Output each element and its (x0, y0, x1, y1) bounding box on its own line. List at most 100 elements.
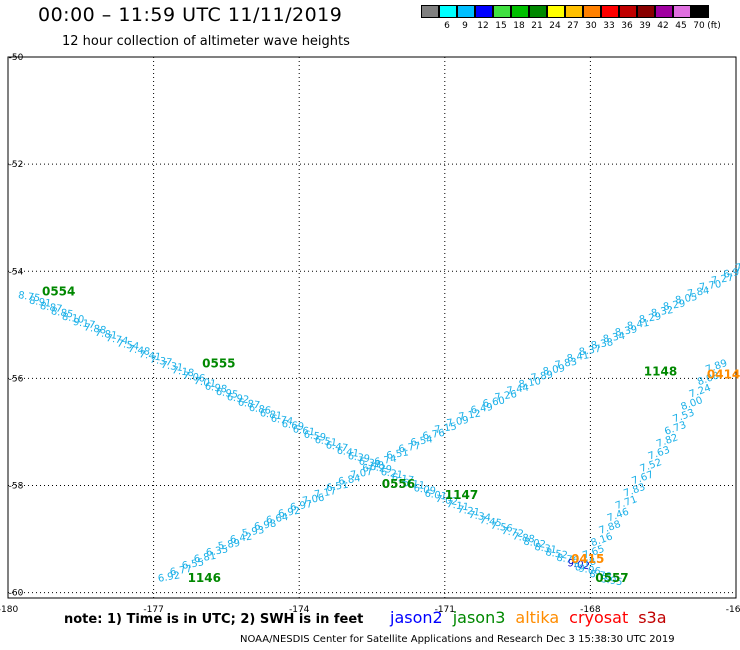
footer-note: note: 1) Time is in UTC; 2) SWH is in fe… (64, 612, 364, 627)
wave-height-label: 6.69 (281, 419, 305, 433)
legend-label: 9 (462, 21, 468, 31)
wave-height-label: 8.41 (566, 350, 590, 365)
pass-time-label: 0555 (202, 357, 235, 371)
wave-height-label: 6.17 (391, 472, 415, 486)
wave-height-label: 8.10 (61, 312, 85, 326)
wave-height-label: 8.10 (518, 376, 542, 391)
wave-height-label: 6.64 (265, 512, 289, 527)
wave-height-label: 6.11 (402, 478, 426, 492)
wave-height-label: 8.31 (534, 542, 558, 556)
legend-swatch (655, 5, 673, 18)
wave-height-label: 8.91 (28, 295, 52, 309)
legend-label: 24 (549, 21, 561, 31)
legend-swatch (529, 5, 547, 18)
legend-label: 30 (585, 21, 597, 31)
legend-label: 6 (444, 21, 450, 31)
wave-height-label: 8.32 (650, 305, 674, 320)
wave-height-label: 8.52 (545, 547, 569, 561)
wave-height-label: 6.97 (289, 499, 313, 514)
lon-tick-label: -171 (435, 605, 455, 615)
mission-jason3: jason3 (452, 608, 506, 627)
wave-height-label: 7.48 (127, 344, 151, 358)
wave-height-label: 6.09 (413, 483, 437, 497)
legend-swatch (619, 5, 637, 18)
wave-height-label: 7.89 (530, 370, 554, 385)
mission-altika: altika (515, 608, 560, 627)
legend-label: 15 (495, 21, 507, 31)
wave-height-label: 6.60 (482, 395, 506, 410)
lon-tick-label: -177 (143, 605, 163, 615)
legend-label: 21 (531, 21, 543, 31)
wave-height-label: 5.93 (241, 525, 265, 540)
wave-height-label: 6.76 (422, 428, 446, 443)
legend-swatch (421, 5, 439, 18)
lon-tick-label: -180 (0, 605, 18, 615)
credit-line: NOAA/NESDIS Center for Satellite Applica… (240, 634, 675, 645)
wave-height-label: 9.06 (578, 563, 602, 577)
wave-height-label: 7.09 (446, 415, 470, 430)
wave-height-label: 6.81 (259, 408, 283, 422)
wave-height-label: 8.78 (589, 569, 613, 583)
wave-height-label: 7.88 (512, 531, 536, 545)
lat-tick-label: -54 (9, 267, 24, 277)
wave-height-label: 7.31 (160, 360, 184, 374)
wave-height-label: 7.70 (699, 279, 723, 294)
wave-height-label: 6.47 (325, 440, 349, 454)
wave-height-label: 6.86 (248, 403, 272, 417)
legend-swatch (439, 5, 457, 18)
wave-height-label: 7.17 (313, 486, 337, 501)
wave-height-label: 9.17 (72, 317, 96, 331)
lat-tick-label: -58 (9, 482, 24, 492)
wave-height-label: 6.35 (205, 544, 229, 559)
wave-height-label: 7.15 (434, 421, 458, 436)
lon-tick-label: -168 (580, 605, 601, 615)
wave-height-label: 7.89 (735, 260, 740, 275)
wave-height-label: 6.81 (193, 551, 217, 566)
legend-swatch (493, 5, 511, 18)
wave-height-label: 7.11 (446, 499, 470, 513)
wave-height-label: 7.45 (479, 515, 503, 529)
wave-height-label: 6.54 (410, 434, 434, 449)
wave-height-label: 6.78 (362, 460, 386, 475)
wave-height-label: 9.02 (567, 558, 591, 572)
wave-height-label: 6.77 (398, 441, 422, 456)
legend-label: 39 (639, 21, 651, 31)
legend-swatch (475, 5, 493, 18)
legend-swatch (673, 5, 691, 18)
wave-height-label: 6.41 (336, 445, 360, 459)
wave-height-label: 6.31 (358, 456, 382, 470)
wave-height-label: 7.01 (193, 376, 217, 390)
wave-height-label: 8.09 (542, 363, 566, 378)
wave-height-label: 6.51 (314, 435, 338, 449)
page-subtitle: 12 hour collection of altimeter wave hei… (62, 34, 350, 49)
mission-cryosat: cryosat (569, 608, 629, 627)
wave-height-label: 6.84 (338, 473, 362, 488)
lat-tick-label: -50 (9, 53, 24, 63)
wave-height-label: 6.01 (424, 488, 448, 502)
wave-height-label: 8.95 (600, 574, 624, 588)
pass-time-label: 0415 (571, 552, 604, 566)
wave-height-label: 6.92 (157, 570, 181, 585)
wave-height-label: 7.74 (105, 333, 129, 347)
wave-height-label: 6.98 (253, 518, 277, 533)
wave-height-label: 7.07 (350, 467, 374, 482)
wave-height-label: 7.06 (301, 493, 325, 508)
wave-height-label: 8.76 (556, 553, 580, 567)
wave-height-label: 6.92 (277, 506, 301, 521)
wave-height-label: 8.34 (602, 331, 626, 346)
lat-tick-label: -52 (9, 160, 24, 170)
wave-height-label: 6.87 (237, 397, 261, 411)
legend-label: 36 (621, 21, 633, 31)
lat-tick-label: -60 (9, 589, 24, 599)
wave-height-label: 6.42 (229, 531, 253, 546)
wave-height-label: 7.27 (711, 272, 735, 287)
lat-tick-label: -56 (9, 374, 24, 384)
wave-height-label: 8.05 (674, 292, 698, 307)
wave-height-label: 7.12 (458, 408, 482, 423)
legend-label: 45 (675, 21, 687, 31)
wave-height-label: 8.29 (662, 298, 686, 313)
wave-height-label: 7.34 (468, 510, 492, 524)
legend-label: 18 (513, 21, 525, 31)
pass-time-label: 0414 (707, 367, 740, 381)
